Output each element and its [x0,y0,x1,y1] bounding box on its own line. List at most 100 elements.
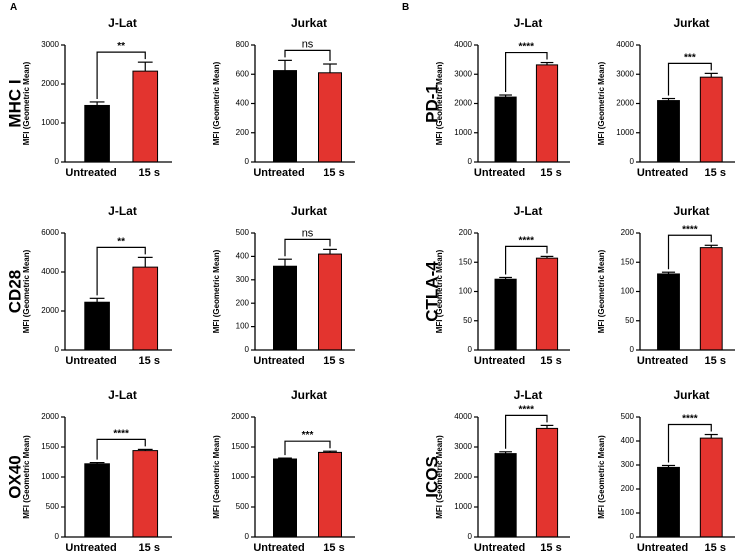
bar-untreated [494,96,517,163]
significance-label: **** [519,404,535,415]
significance-bracket [284,49,331,62]
row-label: CD28 [5,270,24,313]
bar-untreated [84,104,110,163]
y-tick-label: 3000 [41,40,59,49]
panel-label-a: A [10,2,17,13]
significance-bracket [96,246,146,296]
y-tick-label: 0 [468,157,473,166]
y-tick-label: 0 [630,532,635,541]
y-tick-label: 2000 [41,79,59,88]
y-tick-label: 2000 [454,472,472,481]
y-tick-label: 0 [55,345,60,354]
y-tick-label: 2000 [454,99,472,108]
y-axis-label: MFI (Geometric Mean) [22,435,31,519]
y-tick-label: 1000 [454,502,472,511]
x-tick-label: Untreated [65,167,116,179]
chart-title: J-Lat [108,388,137,402]
chart-title: Jurkat [673,204,709,218]
y-tick-label: 3000 [616,69,634,78]
chart-title: Jurkat [673,16,709,30]
y-tick-label: 300 [621,460,635,469]
y-axis-label: MFI (Geometric Mean) [22,61,31,145]
y-tick-label: 800 [236,40,250,49]
y-tick-label: 3000 [454,442,472,451]
y-tick-label: 50 [463,316,472,325]
chart-title: J-Lat [514,16,543,30]
chart-title: Jurkat [291,16,327,30]
x-tick-label: 15 s [323,167,344,179]
significance-label: ** [117,236,125,247]
x-tick-label: Untreated [65,355,116,367]
x-tick-label: 15 s [540,167,561,179]
y-tick-label: 0 [630,345,635,354]
significance-bracket [505,414,548,449]
y-tick-label: 0 [55,532,60,541]
y-tick-label: 0 [245,532,250,541]
y-tick-label: 300 [236,275,250,284]
y-tick-label: 600 [236,69,250,78]
y-tick-label: 400 [236,252,250,261]
bar-treated [699,76,723,163]
significance-label: *** [302,430,314,441]
significance-bracket [667,423,712,463]
chart-title: J-Lat [108,204,137,218]
y-axis-label: MFI (Geometric Mean) [597,61,606,145]
x-tick-label: 15 s [139,542,160,554]
row-label: CTLA-4 [422,261,441,322]
bar-untreated [273,70,297,163]
y-tick-label: 4000 [616,40,634,49]
significance-label: **** [519,235,535,246]
row-label: OX40 [5,455,24,498]
x-tick-label: 15 s [540,355,561,367]
x-tick-label: 15 s [705,355,726,367]
bar-treated [699,247,723,351]
x-tick-label: 15 s [705,167,726,179]
y-axis-label: MFI (Geometric Mean) [212,249,221,333]
row-label: ICOS [422,456,441,498]
panel-label-b: B [402,2,409,13]
y-tick-label: 2000 [41,306,59,315]
y-tick-label: 500 [236,502,250,511]
x-tick-label: 15 s [323,542,344,554]
x-tick-label: 15 s [139,167,160,179]
chart-title: J-Lat [514,204,543,218]
y-axis-label: MFI (Geometric Mean) [435,435,444,519]
y-axis-label: MFI (Geometric Mean) [212,435,221,519]
y-tick-label: 200 [236,128,250,137]
significance-label: *** [684,52,696,63]
y-axis-label: MFI (Geometric Mean) [597,249,606,333]
x-tick-label: Untreated [474,355,525,367]
significance-bracket [284,238,331,257]
y-tick-label: 500 [46,502,60,511]
significance-label: **** [682,224,698,235]
bar-untreated [494,453,517,538]
y-tick-label: 200 [621,228,635,237]
bar-treated [699,437,723,538]
y-tick-label: 150 [621,257,635,266]
y-tick-label: 50 [625,316,634,325]
x-tick-label: 15 s [323,355,344,367]
y-tick-label: 0 [630,157,635,166]
y-tick-label: 2000 [616,99,634,108]
y-tick-label: 0 [55,157,60,166]
y-tick-label: 0 [245,345,250,354]
significance-label: ** [117,41,125,52]
y-tick-label: 100 [236,322,250,331]
y-tick-label: 6000 [41,228,59,237]
y-tick-label: 4000 [41,267,59,276]
x-tick-label: Untreated [637,542,688,554]
x-tick-label: Untreated [253,542,304,554]
y-tick-label: 0 [245,157,250,166]
y-axis-label: MFI (Geometric Mean) [22,249,31,333]
y-tick-label: 1000 [454,128,472,137]
y-tick-label: 0 [468,345,473,354]
significance-bracket [667,62,712,96]
bar-treated [535,257,559,351]
y-tick-label: 200 [621,484,635,493]
y-tick-label: 1000 [231,472,249,481]
y-tick-label: 1000 [616,128,634,137]
bar-untreated [657,273,680,351]
chart-title: Jurkat [673,388,709,402]
bar-treated [132,450,159,538]
y-tick-label: 0 [468,532,473,541]
